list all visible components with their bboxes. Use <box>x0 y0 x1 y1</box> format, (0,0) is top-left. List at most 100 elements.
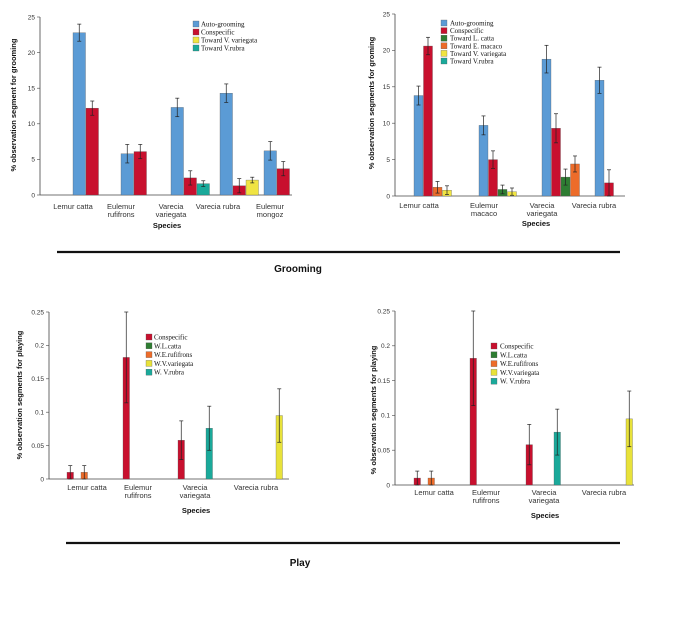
bar <box>72 32 86 196</box>
legend-swatch <box>490 378 498 385</box>
bar <box>170 107 184 196</box>
legend-swatch <box>192 36 200 44</box>
legend-label: Toward E. macaco <box>450 42 503 50</box>
y-axis-title: % observation segment for grooming <box>9 38 18 171</box>
legend-label: Toward V. variegata <box>450 50 507 58</box>
chart-3: 0 0.05 0.1 0.15 0.2 0.25 % observation segment… <box>15 309 289 515</box>
legend-swatch <box>145 333 153 341</box>
legend-label: Toward V.rubra <box>201 45 245 53</box>
category-label: Lemur catta <box>67 483 107 492</box>
legend-swatch <box>440 19 448 27</box>
category-label: Lemur catta <box>414 488 454 497</box>
legend-label: Conspecific <box>154 334 187 342</box>
y-tick-label: 25 <box>383 11 391 18</box>
category-label: Varecia variegata <box>527 201 559 218</box>
y-axis-title: % observation segments for groming <box>367 36 376 169</box>
y-tick-label: 15 <box>383 84 391 91</box>
legend-label: W.V.variegata <box>500 369 540 377</box>
category-label: Varecia rubra <box>196 202 241 211</box>
chart-4: 0 0.05 0.1 0.15 0.2 0.25 % observation segment… <box>369 308 634 520</box>
legend-swatch <box>192 44 200 52</box>
y-tick-label: 10 <box>383 121 391 128</box>
y-tick-label: 0.2 <box>381 343 390 350</box>
legend-swatch <box>440 42 448 49</box>
legend-swatch <box>490 351 498 358</box>
bar <box>85 107 99 196</box>
legend-label: Conspecific <box>450 27 483 35</box>
y-tick-label: 0.05 <box>31 443 44 450</box>
legend-label: Toward L. catta <box>450 35 495 43</box>
category-label: Lemur catta <box>53 202 93 211</box>
x-axis-title: Species <box>182 506 210 515</box>
y-tick-label: 0.05 <box>377 448 390 455</box>
legend-swatch <box>490 342 498 350</box>
legend-label: W.L.catta <box>154 342 182 350</box>
y-tick-label: 0.1 <box>35 410 44 417</box>
legend-label: W. V.rubra <box>154 369 185 377</box>
legend-swatch <box>192 20 200 28</box>
section-title: Grooming <box>274 264 322 275</box>
section-title: Play <box>290 558 311 569</box>
y-tick-label: 0.15 <box>377 378 390 385</box>
category-label: Varecia rubra <box>582 488 627 497</box>
category-label: Eulemur rufifrons <box>107 202 135 219</box>
y-tick-label: 15 <box>28 86 36 93</box>
x-axis-title: Species <box>522 219 550 228</box>
bar <box>594 80 605 197</box>
legend-swatch <box>145 369 153 376</box>
legend-swatch <box>145 351 153 358</box>
legend-label: W.L.catta <box>500 351 528 359</box>
legend-label: W. V.rubra <box>500 378 531 386</box>
y-tick-label: 20 <box>383 48 391 55</box>
category-label: Varecia variegata <box>156 202 188 219</box>
legend-label: Toward V. variegata <box>201 37 258 45</box>
legend-swatch <box>490 369 498 376</box>
legend-label: Conspecific <box>500 343 533 351</box>
y-axis-title: % observation segments for playing <box>369 345 378 474</box>
category-label: Eulemur rufifrons <box>472 488 500 505</box>
category-label: Varecia rubra <box>572 201 617 210</box>
y-tick-label: 5 <box>386 157 390 164</box>
legend-label: W.E.rufifrons <box>500 360 539 368</box>
legend-swatch <box>192 28 200 36</box>
category-label: Varecia rubra <box>234 483 279 492</box>
bar <box>478 125 489 197</box>
legend-swatch <box>145 360 153 367</box>
bar <box>423 45 433 197</box>
x-axis-title: Species <box>531 511 559 520</box>
y-tick-label: 0.15 <box>31 376 44 383</box>
legend-swatch <box>440 50 448 57</box>
y-tick-label: 0 <box>40 476 44 483</box>
y-tick-label: 5 <box>31 157 35 164</box>
y-tick-label: 0.1 <box>381 413 390 420</box>
legend-label: Toward V.rubra <box>450 58 494 66</box>
x-axis-title: Species <box>153 221 181 230</box>
y-tick-label: 0 <box>386 482 390 489</box>
category-label: Eulemur macaco <box>470 201 498 218</box>
legend-swatch <box>440 27 448 34</box>
y-tick-label: 10 <box>28 121 36 128</box>
category-label: Varecia variegata <box>180 483 212 500</box>
y-tick-label: 0.2 <box>35 343 44 350</box>
y-tick-label: 0.25 <box>31 309 44 316</box>
legend-label: Conspecific <box>201 29 234 37</box>
legend-swatch <box>490 360 498 367</box>
legend-label: W.V.variegata <box>154 360 194 368</box>
bar <box>219 93 233 196</box>
legend-swatch <box>440 35 448 42</box>
legend-label: Auto-grooming <box>450 20 494 28</box>
category-label: Lemur catta <box>399 201 439 210</box>
legend-label: Auto-grooming <box>201 21 245 29</box>
y-tick-label: 0 <box>386 193 390 200</box>
y-axis-title: % observation segments for playing <box>15 330 24 459</box>
bar <box>541 58 552 197</box>
bar <box>413 95 424 197</box>
chart-2: 0 5 10 15 20 25 % observation segments for gro… <box>367 11 625 228</box>
y-tick-label: 25 <box>28 14 36 21</box>
legend-swatch <box>145 342 153 349</box>
y-tick-label: 20 <box>28 50 36 57</box>
legend-label: W.E.rufifrons <box>154 351 193 359</box>
legend-swatch <box>440 57 448 65</box>
y-tick-label: 0 <box>31 192 35 199</box>
